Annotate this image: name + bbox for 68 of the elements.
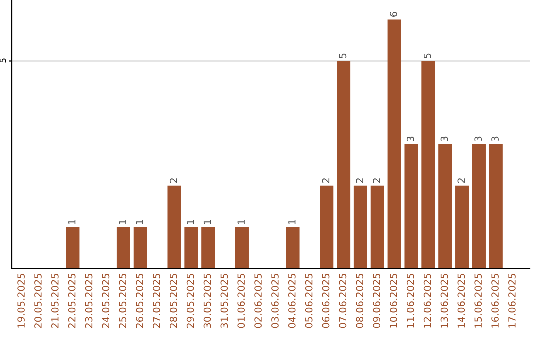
x-tick-label: 21.05.2025: [51, 274, 59, 328]
x-tick-label: 30.05.2025: [204, 274, 212, 328]
bar: [168, 186, 182, 269]
data-label: 1: [204, 220, 212, 224]
data-label: 2: [322, 178, 330, 184]
x-tick-label: 07.06.2025: [339, 274, 347, 328]
x-tick-label: 10.06.2025: [390, 274, 398, 328]
data-label: 1: [119, 220, 126, 224]
bar: [456, 186, 470, 269]
x-tick-label: 22.05.2025: [68, 274, 76, 328]
data-label: 6: [390, 12, 398, 17]
x-tick-label: 03.06.2025: [272, 274, 279, 328]
bar: [202, 227, 216, 269]
x-tick-label: 14.06.2025: [458, 274, 466, 328]
data-label: 3: [440, 136, 448, 142]
data-label: 1: [136, 220, 144, 224]
x-tick-label: 13.06.2025: [440, 274, 448, 328]
bar: [66, 227, 80, 269]
x-tick-label: 31.05.2025: [220, 274, 228, 328]
bar: [235, 227, 249, 269]
x-tick-label: 04.06.2025: [288, 274, 296, 328]
x-tick-label: 11.06.2025: [406, 274, 414, 328]
x-tick-label: 12.06.2025: [424, 274, 432, 328]
x-tick-label: 06.06.2025: [322, 274, 330, 328]
bar: [404, 144, 418, 269]
data-label: 3: [492, 136, 499, 142]
x-tick-label: 28.05.2025: [170, 274, 178, 328]
x-tick-label: 17.06.2025: [508, 274, 516, 328]
bar: [354, 186, 368, 269]
x-tick-label: 08.06.2025: [356, 274, 364, 328]
x-tick-label: 15.06.2025: [474, 274, 482, 328]
x-tick-label: 24.05.2025: [102, 274, 110, 328]
data-label: 2: [170, 178, 178, 184]
bar: [438, 144, 452, 269]
x-tick-label: 19.05.2025: [18, 274, 25, 328]
data-label: 1: [68, 220, 76, 224]
x-tick-label: 26.05.2025: [136, 274, 144, 328]
x-tick-label: 16.06.2025: [492, 274, 499, 328]
data-label: 5: [424, 54, 432, 58]
data-label: 1: [238, 220, 245, 224]
bar: [388, 20, 402, 269]
x-tick-label: 29.05.2025: [186, 274, 194, 328]
data-label: 5: [339, 54, 347, 58]
bar: [184, 227, 198, 269]
bar: [472, 144, 486, 269]
data-label: 1: [187, 220, 194, 224]
bar: [370, 186, 384, 269]
x-tick-label: 20.05.2025: [34, 274, 42, 328]
bar: [422, 61, 436, 269]
x-tick-label: 23.05.2025: [85, 274, 93, 328]
bar: [286, 227, 300, 269]
data-label: 2: [373, 178, 380, 184]
data-label: 2: [458, 178, 465, 184]
x-tick-label: 09.06.2025: [373, 274, 380, 328]
bar: [116, 227, 130, 269]
x-tick-label: 27.05.2025: [153, 274, 160, 328]
x-tick-label: 05.06.2025: [305, 274, 313, 328]
x-tick-label: 25.05.2025: [119, 274, 127, 328]
x-tick-label: 01.06.2025: [238, 274, 246, 328]
data-label: 1: [288, 220, 296, 224]
data-label: 3: [406, 136, 414, 142]
bar: [134, 227, 148, 269]
bar: [337, 61, 351, 269]
data-label: 2: [356, 178, 364, 184]
bar: [320, 186, 334, 269]
bar: [489, 144, 503, 269]
x-tick-label: 02.06.2025: [254, 274, 262, 328]
data-label: 3: [474, 136, 482, 142]
